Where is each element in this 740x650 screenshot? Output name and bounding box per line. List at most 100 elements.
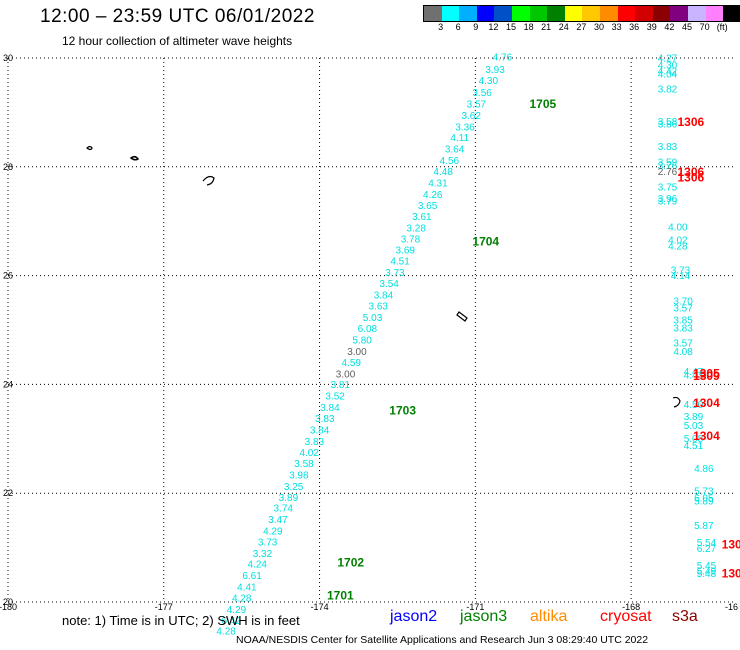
wave-height-point: 5.08 [684,434,704,445]
legend-label: 18 [523,22,534,32]
footer-note: note: 1) Time is in UTC; 2) SWH is in fe… [62,613,300,628]
legend-swatch [599,6,618,21]
wave-height-point: 5.73 [694,486,714,497]
legend-label: 12 [488,22,499,32]
wave-height-point: 4.51 [390,257,410,268]
pass-number-label: 1306 [678,165,705,179]
wave-height-point: 3.76 [658,161,678,172]
wave-height-point: 3.63 [369,301,389,312]
wave-height-point: 6.05 [694,493,714,504]
wave-height-point: 4.28 [668,241,688,252]
island-shape [456,311,468,322]
wave-height-point: 4.02 [668,236,688,247]
legend-swatch [511,6,530,21]
wave-height-point: 3.56 [472,88,492,99]
legend-swatch [424,6,442,21]
legend-swatch [670,6,688,21]
legend-label: 36 [629,22,640,32]
legend-label: 27 [576,22,587,32]
wave-height-point: 3.93 [485,65,505,76]
legend-label: 9 [473,22,479,32]
pass-number-label: 1705 [530,97,557,111]
legend-label: 21 [541,22,552,32]
wave-height-point: 4.29 [263,527,283,538]
pass-number-label: 1703 [389,403,416,417]
axis-ticks: -180 -177 -174 -171 -168 -16 20 22 24 26 28 30 [0,53,738,612]
y-tick-label: 24 [3,379,13,389]
legend-swatch [459,6,477,21]
wave-height-point: 6.61 [242,571,262,582]
pass-number-label: 1309 [693,369,720,383]
wave-height-point: 3.98 [289,471,309,482]
legend-label: 3 [438,22,444,32]
wave-height-point: 3.89 [684,412,704,423]
credit-line: NOAA/NESDIS Center for Satellite Applica… [236,634,649,646]
wave-height-points: 4.763.934.303.563.573.623.364.113.644.56… [216,53,716,638]
wave-height-point: 4.02 [299,448,319,459]
pass-number-label: 1306 [678,115,705,129]
satellite-legend-item: jason2 [390,608,438,625]
legend-label: 39 [646,22,657,32]
wave-height-point: 3.73 [671,265,691,276]
x-tick-label: -177 [155,602,173,612]
wave-height-point: 3.61 [412,212,432,223]
wave-height-point: 3.65 [418,201,438,212]
pass-labels: 1705170417031702170113061306130613051309… [327,97,740,602]
y-tick-label: 30 [3,53,13,63]
wave-height-point: 5.89 [694,497,714,508]
legend-label: 42 [664,22,675,32]
wave-height-point: 4.29 [227,605,247,616]
pass-number-label: 1304 [693,429,720,443]
wave-height-point: 4.76 [493,53,513,64]
satellite-legend-item: cryosat [600,608,652,625]
wave-height-point: 3.69 [396,245,416,256]
wave-height-point: 4.43 [684,370,704,381]
wave-height-point: 3.83 [315,414,335,425]
pass-number-label: 1304 [722,567,740,581]
wave-height-point: 4.26 [423,190,443,201]
wave-height-point: 3.78 [401,234,421,245]
legend-swatch [476,6,495,21]
wave-height-point: 3.83 [305,437,325,448]
x-tick-label: -16 [725,602,738,612]
wave-height-point: 4.86 [694,464,714,475]
wave-height-point: 4.28 [232,593,252,604]
wave-height-point: 3.36 [455,122,475,133]
wave-height-point: 3.52 [325,392,345,403]
legend-label: 33 [611,22,622,32]
wave-height-point: 3.62 [461,111,481,122]
legend-label: 6 [455,22,461,32]
island-shape [202,175,215,186]
wave-height-point: 4.51 [684,441,704,452]
legend-label: 24 [558,22,569,32]
wave-height-point: 3.58 [294,459,314,470]
wave-height-point: 3.25 [284,482,304,493]
x-tick-label: -180 [0,602,17,612]
wave-height-point: 4.48 [433,167,453,178]
wave-height-point: 3.86 [658,120,678,131]
wave-height-point: 3.79 [658,196,678,207]
wave-height-point: 5.48 [697,569,717,580]
color-scale-labels: 3 6 9 12 15 18 21 24 27 30 33 36 39 42 45 70 (ft) [423,22,740,34]
legend-swatch [652,6,671,21]
wave-height-point: 5.54 [697,538,717,549]
wave-height-point: 4.47 [684,367,704,378]
x-tick-label: -168 [622,602,640,612]
wave-height-point: 4.31 [428,178,448,189]
pass-number-label: 1306 [678,170,705,184]
y-tick-label: 28 [3,162,13,172]
wave-height-point: 5.49 [697,566,717,577]
wave-height-point: 5.03 [684,421,704,432]
wave-height-point: 4.30 [658,60,678,71]
wave-height-point: 3.64 [445,145,465,156]
wave-height-point: 3.47 [268,515,288,526]
wave-height-point: 4.27 [658,53,678,64]
wave-height-point: 2.76 [658,167,678,178]
wave-height-point: 3.73 [258,537,278,548]
wave-height-point: 3.84 [320,403,340,414]
island-shape [86,145,93,151]
legend-swatch [617,6,636,21]
wave-height-point: 3.84 [310,425,330,436]
legend-label: (ft) [716,22,728,32]
wave-height-point: 4.24 [248,560,268,571]
